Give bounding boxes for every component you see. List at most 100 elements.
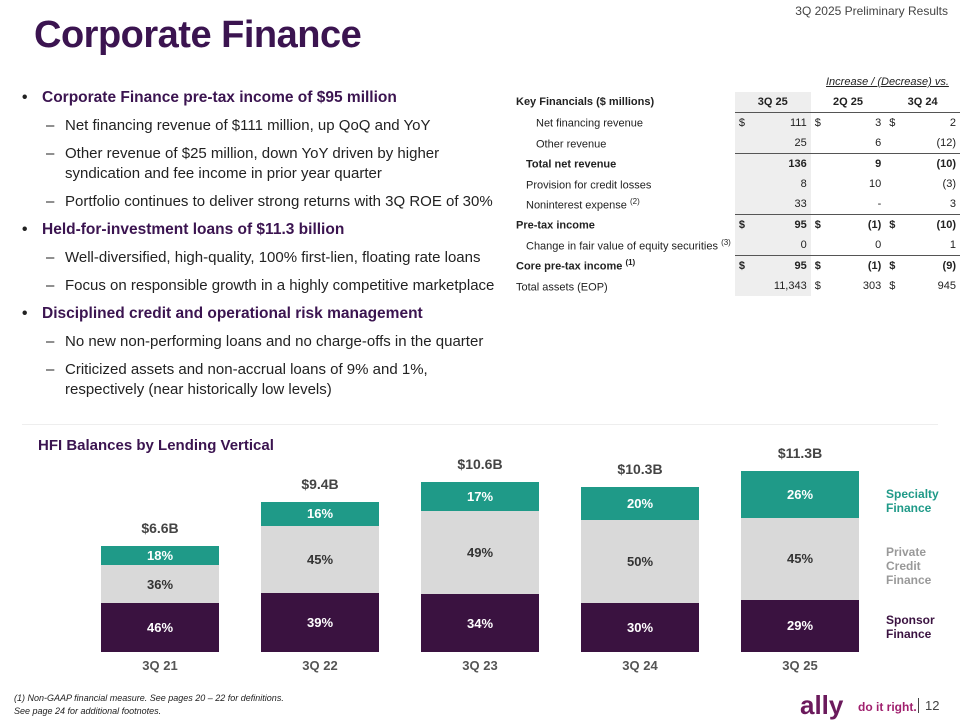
legend-entry: Private Credit Finance: [886, 545, 932, 587]
bullet-sub: Criticized assets and non-accrual loans …: [46, 360, 502, 400]
currency-cell: $: [814, 117, 821, 129]
table-header: Key Financials ($ millions) 3Q 25 2Q 25 3Q …: [512, 92, 960, 113]
value-cell: (1): [836, 255, 886, 276]
value-cell: 25: [754, 133, 811, 154]
table-row: Other revenue 25 6 (12): [512, 133, 960, 154]
value-cell: 945: [937, 280, 956, 292]
currency-cell: [734, 194, 755, 215]
value-cell: 9: [836, 153, 886, 174]
bullet-sub: Focus on responsible growth in a highly …: [46, 276, 502, 296]
bar-segment: 49%: [421, 511, 539, 595]
value-cell: (3): [942, 178, 956, 190]
row-label: Total net revenue: [526, 159, 617, 172]
currency-cell: [811, 133, 837, 154]
currency-cell: [811, 174, 837, 194]
bar-segment: 16%: [261, 501, 379, 526]
bullet-text: Net financing revenue of $111 million, u…: [65, 117, 431, 134]
total-label: $10.3B: [617, 461, 663, 478]
total-label: $10.6B: [457, 456, 503, 473]
table-row: Net financing revenue $111 $3 $2: [512, 112, 960, 133]
bar-segment: 45%: [261, 525, 379, 594]
row-label: Noninterest expense (2): [526, 196, 640, 212]
currency-cell: [810, 153, 837, 174]
table-row: Noninterest expense (2) 33 - 3: [512, 194, 960, 215]
header-cell: 2Q 25: [810, 92, 886, 113]
currency-cell: [885, 174, 910, 194]
currency-cell: $: [810, 255, 837, 276]
currency-cell: $: [734, 112, 755, 133]
x-tick-label: 3Q 24: [622, 658, 658, 673]
currency-cell: [885, 235, 910, 256]
bullet-text: Held-for-investment loans of $11.3 billi…: [42, 221, 345, 238]
logo-tagline: do it right.: [858, 700, 917, 714]
value-cell: 10: [869, 178, 882, 190]
footnote: (1) Non-GAAP financial measure. See page…: [14, 693, 284, 703]
bar-segment: 29%: [741, 599, 859, 652]
total-label: $9.4B: [301, 475, 339, 492]
value-cell: 33: [754, 194, 811, 215]
legend-entry: Sponsor Finance: [886, 613, 935, 641]
header-cell: 3Q 25: [734, 92, 811, 113]
bullet-text: Criticized assets and non-accrual loans …: [65, 361, 428, 398]
currency-cell: [811, 194, 837, 215]
table-row: Total net revenue 136 9 (10): [512, 153, 960, 174]
row-label: Core pre-tax income (1): [516, 258, 636, 274]
bar-segment: 39%: [261, 593, 379, 652]
ally-logo: ally: [800, 690, 844, 720]
page-number: 12: [918, 698, 939, 713]
currency-cell: $: [885, 214, 911, 235]
row-label: Change in fair value of equity securitie…: [526, 237, 731, 253]
row-label: Other revenue: [536, 138, 607, 151]
value-cell: 2: [949, 117, 956, 129]
bullet-main: Held-for-investment loans of $11.3 billi…: [22, 220, 502, 240]
total-label: $11.3B: [777, 445, 823, 462]
bullet-sub: Portfolio continues to deliver strong re…: [46, 192, 502, 212]
bar-segment: 26%: [741, 471, 859, 519]
value-cell: 6: [875, 137, 882, 149]
bullet-list: Corporate Finance pre-tax income of $95 …: [22, 88, 502, 408]
x-tick-label: 3Q 22: [302, 658, 338, 673]
currency-cell: [734, 235, 755, 256]
value-cell: 95: [754, 255, 811, 276]
currency-cell: [734, 174, 755, 194]
divider: [22, 424, 938, 425]
bullet-text: No new non-performing loans and no charg…: [65, 333, 484, 350]
bullet-sub: No new non-performing loans and no charg…: [46, 332, 502, 352]
total-label: $6.6B: [141, 520, 179, 537]
x-tick-label: 3Q 23: [462, 658, 498, 673]
bullet-sub: Other revenue of $25 million, down YoY d…: [46, 144, 502, 184]
bar-segment: 17%: [421, 482, 539, 512]
currency-cell: [885, 153, 911, 174]
x-tick-label: 3Q 21: [142, 658, 178, 673]
table-row: Pre-tax income $95 $ (1) $ (10): [512, 214, 960, 235]
currency-cell: $: [734, 255, 755, 276]
value-cell: 0: [754, 235, 811, 256]
value-cell: (1): [836, 214, 886, 235]
value-cell: 11,343: [754, 276, 811, 296]
currency-cell: [885, 133, 910, 154]
bar-segment: 34%: [421, 594, 539, 652]
currency-cell: [734, 276, 755, 296]
bullet-text: Focus on responsible growth in a highly …: [65, 277, 495, 294]
row-label: Total assets (EOP): [516, 281, 608, 294]
key-financials-table: Key Financials ($ millions) 3Q 25 2Q 25 3Q …: [512, 92, 960, 296]
currency-cell: $: [814, 280, 821, 292]
currency-cell: [734, 133, 755, 154]
row-label: Net financing revenue: [536, 118, 644, 131]
value-cell: 3: [875, 117, 882, 129]
currency-cell: $: [734, 214, 755, 235]
value-cell: 1: [949, 239, 956, 251]
table-row: Change in fair value of equity securitie…: [512, 235, 960, 256]
legend-entry: Specialty Finance: [886, 487, 939, 515]
currency-cell: [811, 235, 837, 256]
value-cell: (9): [910, 255, 960, 276]
bullet-text: Other revenue of $25 million, down YoY d…: [65, 145, 440, 182]
increase-decrease-label: Increase / (Decrease) vs.: [826, 76, 949, 88]
table-row: Provision for credit losses 8 10 (3): [512, 174, 960, 194]
value-cell: 3: [949, 198, 956, 210]
value-cell: 0: [875, 239, 882, 251]
page-title: Corporate Finance: [34, 14, 362, 56]
bar-segment: 45%: [741, 518, 859, 600]
value-cell: 303: [862, 280, 882, 292]
bullet-sub: Well-diversified, high-quality, 100% fir…: [46, 248, 502, 268]
